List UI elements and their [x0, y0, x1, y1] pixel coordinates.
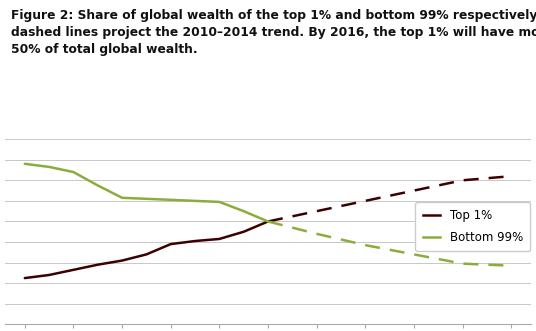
Text: Figure 2: Share of global wealth of the top 1% and bottom 99% respectively; the
: Figure 2: Share of global wealth of the …: [11, 9, 536, 56]
Legend: Top 1%, Bottom 99%: Top 1%, Bottom 99%: [415, 202, 530, 252]
